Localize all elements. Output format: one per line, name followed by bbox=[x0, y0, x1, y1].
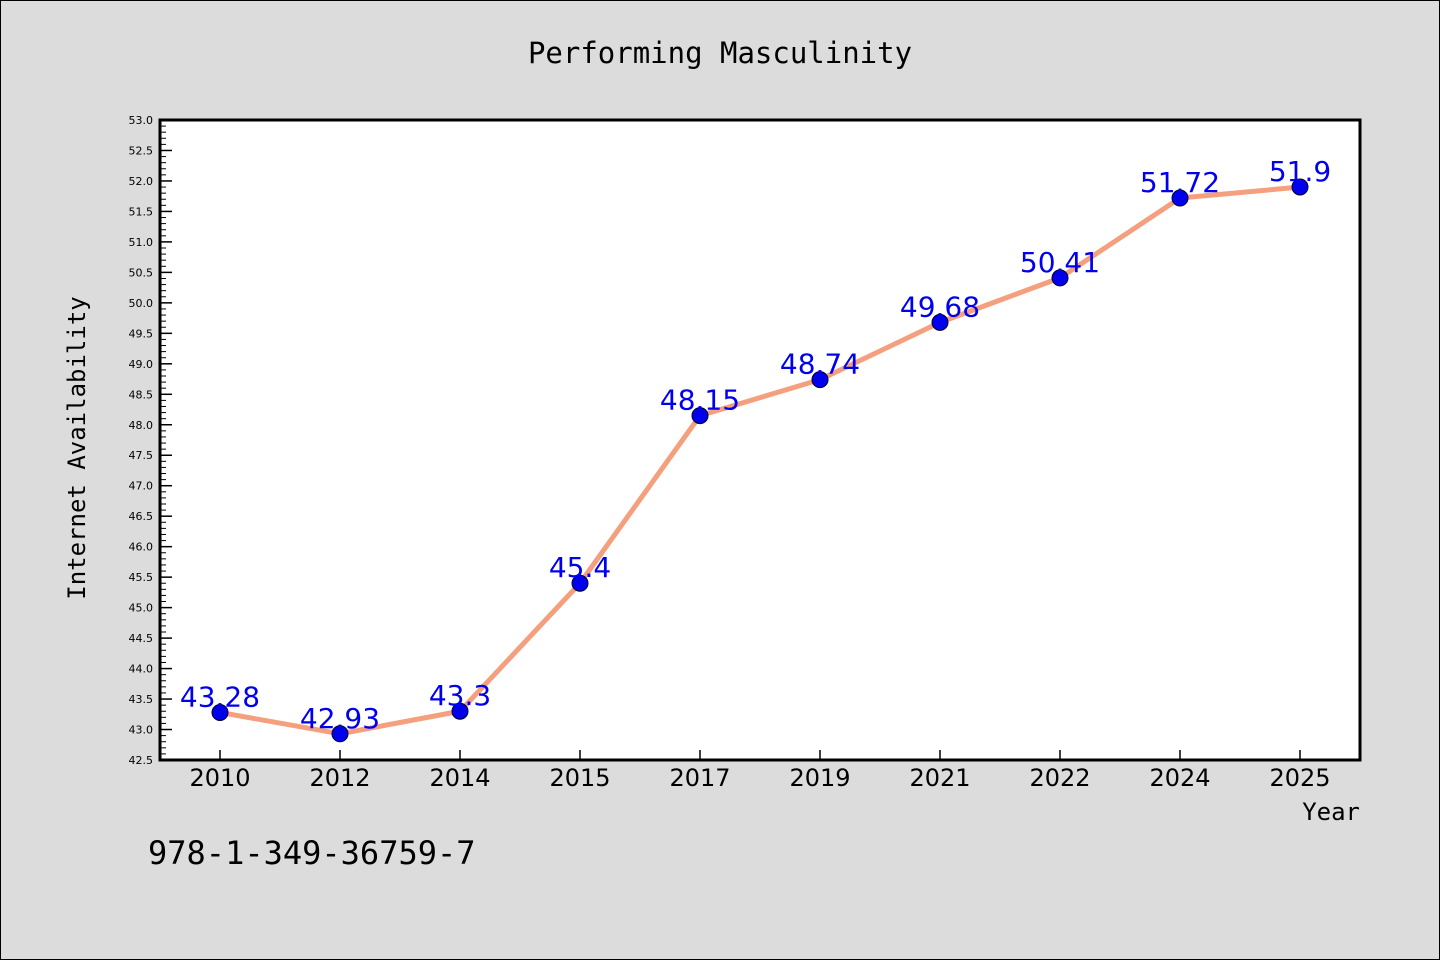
data-point bbox=[451, 702, 469, 720]
isbn-text: 978-1-349-36759-7 bbox=[148, 834, 476, 872]
x-tick-label: 2024 bbox=[1149, 764, 1210, 792]
y-tick-label: 52.5 bbox=[129, 144, 154, 157]
y-tick-label: 49.0 bbox=[129, 358, 154, 371]
data-label: 43.3 bbox=[429, 679, 491, 712]
data-point bbox=[931, 313, 949, 331]
y-tick-label: 50.5 bbox=[129, 266, 154, 279]
x-tick-label: 2012 bbox=[309, 764, 370, 792]
y-tick-label: 47.5 bbox=[129, 449, 154, 462]
x-tick-label: 2022 bbox=[1029, 764, 1090, 792]
y-tick-label: 49.5 bbox=[129, 327, 154, 340]
y-tick-label: 48.5 bbox=[129, 388, 154, 401]
x-axis-label: Year bbox=[1302, 798, 1360, 826]
y-tick-label: 45.0 bbox=[129, 602, 154, 615]
data-label: 51.9 bbox=[1269, 155, 1331, 188]
y-tick-label: 44.5 bbox=[129, 632, 154, 645]
series-line bbox=[217, 184, 1303, 737]
y-tick-label: 44.0 bbox=[129, 663, 154, 676]
x-tick-label: 2010 bbox=[189, 764, 250, 792]
x-axis: 2010 2012 2014 2015 2017 2019 2021 2022 2024 2025 bbox=[189, 750, 1331, 792]
y-tick-label: 50.0 bbox=[129, 297, 154, 310]
y-tick-label: 46.0 bbox=[129, 541, 154, 554]
x-tick-label: 2021 bbox=[909, 764, 970, 792]
data-point bbox=[1051, 269, 1069, 287]
chart-title: Performing Masculinity bbox=[528, 36, 912, 70]
y-tick-label: 45.5 bbox=[129, 571, 154, 584]
y-axis: 42.5 43.0 43.5 44.0 44.5 45.0 45.5 46.0 46.5 47.0… bbox=[129, 114, 172, 767]
x-tick-label: 2015 bbox=[549, 764, 610, 792]
data-label: 48.15 bbox=[660, 384, 740, 417]
x-tick-label: 2017 bbox=[669, 764, 730, 792]
series-line-group: 43.28 42.93 43.3 45.4 48.15 48.74 49.68 50.41 51… bbox=[180, 155, 1331, 743]
y-tick-label: 51.0 bbox=[129, 236, 154, 249]
y-tick-label: 46.5 bbox=[129, 510, 154, 523]
data-point bbox=[1171, 189, 1189, 207]
y-tick-label: 42.5 bbox=[129, 754, 154, 767]
data-label: 42.93 bbox=[300, 702, 380, 735]
y-tick-label: 43.0 bbox=[129, 724, 154, 737]
data-label: 48.74 bbox=[780, 348, 860, 381]
data-point bbox=[811, 371, 829, 389]
y-tick-label: 51.5 bbox=[129, 205, 154, 218]
data-label: 49.68 bbox=[900, 290, 980, 323]
data-label: 50.41 bbox=[1020, 246, 1100, 279]
y-tick-label: 47.0 bbox=[129, 480, 154, 493]
data-point bbox=[571, 574, 589, 592]
data-label: 43.28 bbox=[180, 680, 260, 713]
data-point bbox=[211, 703, 229, 721]
x-tick-label: 2019 bbox=[789, 764, 850, 792]
data-point bbox=[1291, 178, 1309, 196]
y-tick-label: 53.0 bbox=[129, 114, 154, 127]
x-tick-label: 2025 bbox=[1269, 764, 1330, 792]
y-tick-label: 52.0 bbox=[129, 175, 154, 188]
data-point bbox=[331, 725, 349, 743]
y-tick-label: 48.0 bbox=[129, 419, 154, 432]
x-tick-label: 2014 bbox=[429, 764, 490, 792]
y-tick-label: 43.5 bbox=[129, 693, 154, 706]
data-point bbox=[691, 407, 709, 425]
y-axis-label: Internet Availability bbox=[63, 296, 91, 599]
data-label: 51.72 bbox=[1140, 166, 1220, 199]
plot-area bbox=[158, 118, 1362, 762]
data-label: 45.4 bbox=[549, 551, 611, 584]
